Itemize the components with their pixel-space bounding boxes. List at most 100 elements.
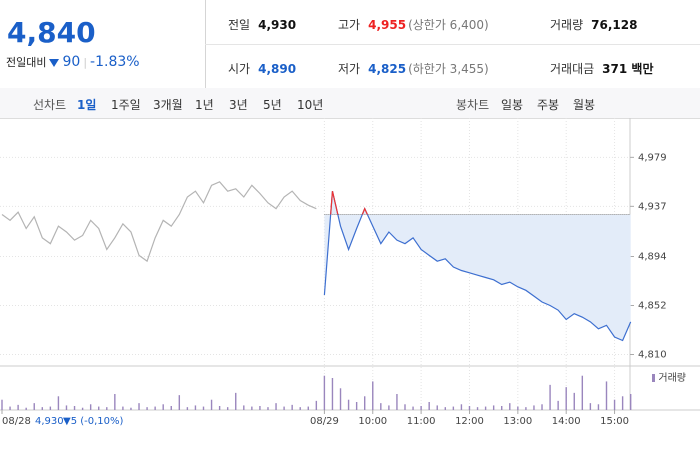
volume-bar: [17, 404, 19, 410]
volume-bar: [25, 407, 27, 410]
x-tick-label: 11:00: [407, 416, 436, 427]
volume-bar: [557, 400, 559, 410]
price: 4,840: [7, 16, 96, 49]
volume-bar: [1, 399, 3, 410]
volume-bar: [202, 406, 205, 410]
volume-bar: [444, 407, 446, 410]
y-tick-label: 4,852: [638, 301, 667, 312]
volume-bar: [226, 407, 229, 410]
y-tick-label: 4,979: [638, 152, 667, 163]
x-tick-label: 15:00: [600, 416, 629, 427]
volume-bar: [452, 406, 455, 410]
volume-bar: [525, 407, 527, 410]
stat: 거래량 76,128: [550, 16, 637, 33]
tab[interactable]: 3개월: [153, 98, 183, 112]
volume-bar: [73, 406, 76, 410]
price-box: 4,840 전일대비 90 | -1.83%: [0, 0, 206, 88]
tab[interactable]: 1일: [77, 98, 97, 112]
stat-extra: (상한가 6,400): [408, 18, 489, 32]
header: 4,840 전일대비 90 | -1.83% 전일 4,930 고가 4,955 (상한…: [0, 0, 700, 89]
volume-bar: [388, 405, 390, 410]
volume-bar: [533, 405, 535, 410]
y-tick-label: 4,937: [638, 201, 667, 212]
volume-bar: [468, 406, 471, 410]
volume-bar: [581, 375, 584, 410]
stat: 전일 4,930: [228, 16, 296, 33]
volume-bar: [243, 405, 245, 410]
volume-bar: [364, 396, 366, 410]
volume-bar: [476, 407, 479, 410]
tab[interactable]: 월봉: [573, 98, 596, 112]
volume-bar: [307, 406, 309, 410]
volume-bar: [9, 406, 11, 410]
volume-bar: [138, 403, 140, 410]
chart: 4,930 ▼5 (-0,10%) 4,810 4,852 4,894 4,937 4,…: [0, 118, 700, 427]
volume-bar: [33, 403, 35, 410]
volume-bar: [339, 388, 342, 410]
separator: [205, 44, 700, 45]
legend-swatch: [652, 374, 655, 382]
stat-label: 시가: [228, 62, 251, 76]
stat-value: 4,930: [258, 18, 297, 32]
legend-label: 거래량: [658, 372, 686, 384]
volume-bar: [194, 405, 197, 410]
volume-bar: [541, 404, 543, 410]
volume-bar: [65, 405, 68, 410]
volume-bar: [259, 406, 261, 410]
volume-bar: [613, 399, 616, 410]
volume-bar: [484, 406, 487, 410]
volume-bar: [299, 407, 301, 410]
y-tick-label: 4,894: [638, 252, 667, 263]
change-row: 전일대비 90 | -1.83%: [6, 54, 140, 70]
stat: 거래대금 371 백만: [550, 60, 653, 77]
change-label: 전일대비: [6, 56, 47, 69]
stat-value: 76,128: [591, 18, 638, 32]
tab[interactable]: 1년: [195, 98, 214, 112]
stat-value: 4,825: [368, 62, 407, 76]
volume-bar: [57, 396, 60, 410]
price-line: [323, 191, 632, 342]
volume-bar: [267, 407, 269, 410]
volume-bar: [275, 403, 277, 410]
stat: 저가 4,825 (하한가 3,455): [338, 60, 489, 77]
tab[interactable]: 10년: [297, 98, 324, 112]
x-tick-label: 10:00: [358, 416, 387, 427]
volume-bar: [501, 406, 503, 410]
change: 90: [62, 54, 81, 70]
volume-bar: [186, 407, 189, 410]
stat-label: 거래량: [550, 18, 584, 32]
volume-bar: [235, 392, 237, 410]
tab[interactable]: 주봉: [537, 98, 560, 112]
volume-bar: [549, 384, 551, 410]
tab[interactable]: 5년: [263, 98, 282, 112]
stat: 시가 4,890: [228, 60, 296, 77]
tab[interactable]: 1주일: [111, 98, 141, 112]
volume-bar: [98, 406, 100, 410]
volume-bar: [492, 405, 495, 410]
volume-bar: [428, 402, 430, 410]
volume-bar: [460, 404, 463, 410]
y-tick-label: 4,810: [638, 350, 667, 361]
volume-bar: [315, 400, 318, 410]
price-line: [1, 181, 317, 263]
down-icon: [49, 58, 60, 67]
volume-bar: [323, 375, 326, 410]
stat: 고가 4,955 (상한가 6,400): [338, 16, 489, 33]
x-tick-label: 12:00: [455, 416, 484, 427]
tab[interactable]: 일봉: [501, 98, 524, 112]
volume-bar: [283, 406, 285, 410]
rate: -1.83%: [90, 54, 140, 70]
tab[interactable]: 3년: [229, 98, 248, 112]
volume-bar: [251, 406, 253, 410]
volume-bar: [355, 402, 358, 410]
tab-group-label: 봉차트: [456, 98, 490, 112]
x-tick-label: 13:00: [503, 416, 532, 427]
volume-bar: [420, 406, 422, 410]
stat-value: 371 백만: [602, 62, 654, 76]
hover-change: ▼5 (-0,10%): [63, 416, 124, 427]
stat-value: 4,890: [258, 62, 297, 76]
stat-label: 고가: [338, 18, 361, 32]
stat-label: 거래대금: [550, 62, 595, 76]
volume-bar: [130, 407, 132, 410]
